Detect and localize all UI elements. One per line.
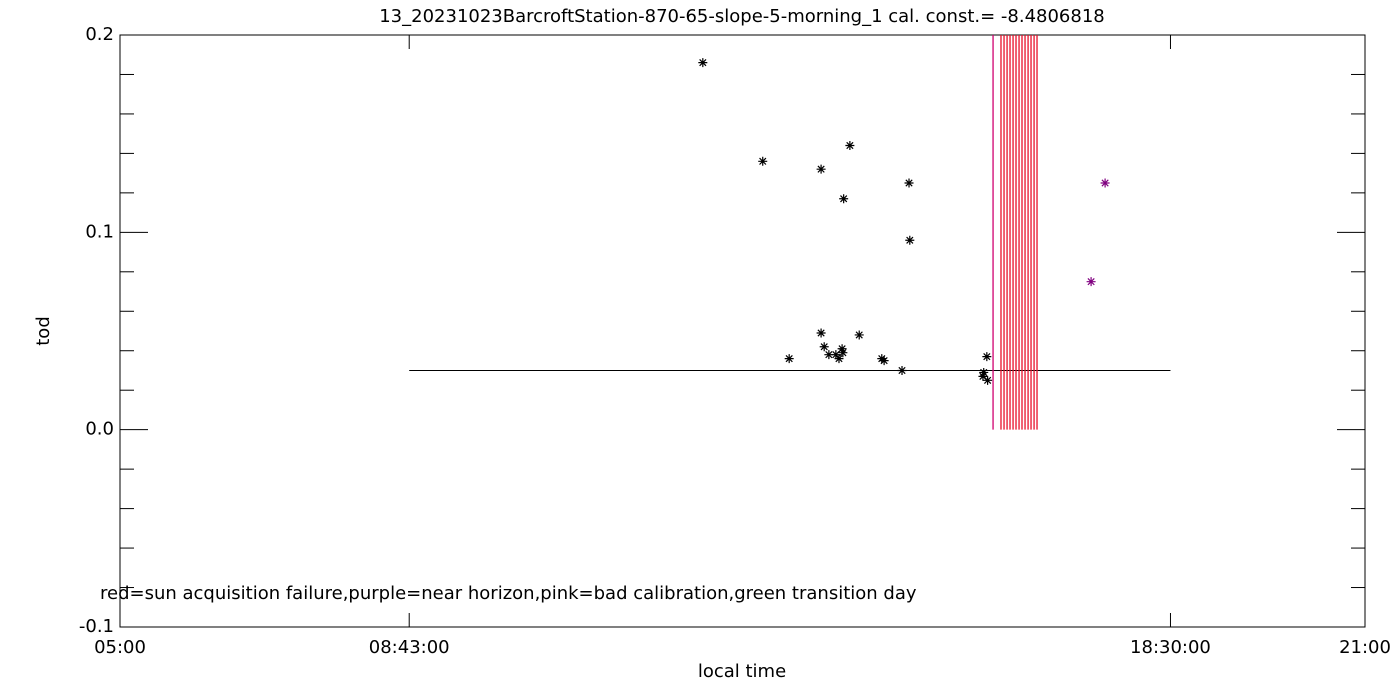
data-point [838, 348, 848, 358]
data-point [816, 328, 826, 338]
data-point [978, 371, 988, 381]
data-point [831, 350, 841, 360]
data-point [698, 58, 708, 68]
chart-title: 13_20231023BarcroftStation-870-65-slope-… [379, 6, 1105, 27]
x-tick-label: 18:30:00 [1130, 637, 1211, 658]
y-axis-label: tod [33, 316, 54, 346]
data-point [834, 354, 844, 364]
data-point [845, 141, 855, 151]
data-point [1100, 178, 1110, 188]
data-point [904, 178, 914, 188]
y-tick-label: 0.1 [85, 221, 114, 242]
data-point [1086, 277, 1096, 287]
x-tick-label: 08:43:00 [369, 637, 450, 658]
annotation: red=sun acquisition failure,purple=near … [100, 583, 917, 604]
y-tick-label: -0.1 [79, 616, 114, 637]
data-point [979, 367, 989, 377]
data-point [819, 342, 829, 352]
data-point [897, 365, 907, 375]
data-point [816, 164, 826, 174]
x-tick-label: 05:00 [94, 637, 146, 658]
data-point [824, 350, 834, 360]
data-point [837, 344, 847, 354]
y-tick-label: 0.2 [85, 24, 114, 45]
data-point [839, 194, 849, 204]
plot-frame [119, 34, 1366, 628]
data-point [879, 356, 889, 366]
y-tick-label: 0.0 [85, 419, 114, 440]
x-tick-label: 21:00 [1339, 637, 1391, 658]
data-point [905, 235, 915, 245]
data-point [784, 354, 794, 364]
x-axis-label: local time [698, 661, 786, 682]
data-point [854, 330, 864, 340]
data-point [758, 156, 768, 166]
data-point [983, 375, 993, 385]
data-point [982, 352, 992, 362]
